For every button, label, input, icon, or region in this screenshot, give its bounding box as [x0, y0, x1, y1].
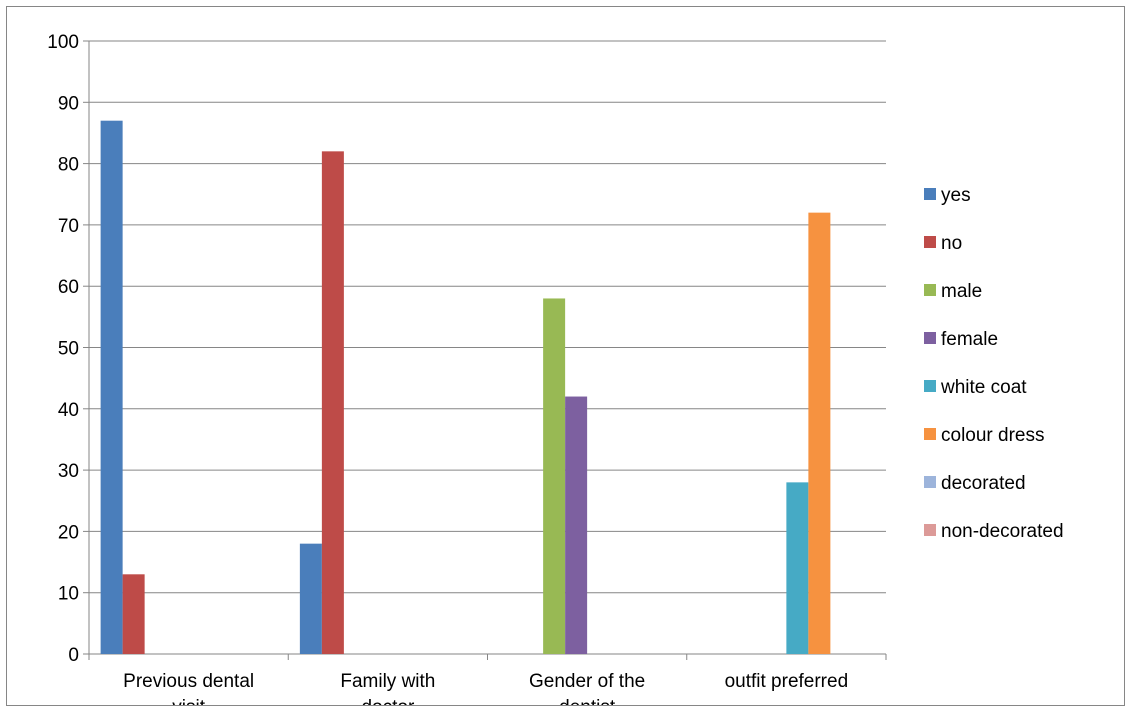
legend-label: female [941, 329, 998, 350]
legend-label: male [941, 281, 982, 302]
bar-chart: 0 10 20 30 40 50 60 70 80 90 100 Previous dentalvis… [47, 32, 1064, 705]
chart-frame: 0 10 20 30 40 50 60 70 80 90 100 Previous dentalvis… [6, 6, 1125, 706]
y-tick-label: 50 [58, 339, 79, 360]
legend-label: decorated [941, 473, 1026, 494]
bar-colour-dress [808, 212, 831, 654]
legend-swatch [924, 284, 936, 296]
legend-swatch [924, 476, 936, 488]
axes [83, 40, 887, 660]
legend-label: no [941, 233, 962, 254]
y-tick-label: 60 [58, 277, 79, 298]
x-category-label: Family withdoctor [340, 671, 435, 705]
labels: 0 10 20 30 40 50 60 70 80 90 100 Previous dentalvis… [47, 32, 848, 705]
legend-swatch [924, 236, 936, 248]
gridlines [89, 40, 886, 594]
y-tick-label: 80 [58, 155, 79, 176]
bar-female [565, 396, 588, 654]
legend-swatch [924, 428, 936, 440]
y-tick-label: 70 [58, 216, 79, 237]
bar-no [321, 151, 344, 654]
y-tick-label: 10 [58, 584, 79, 605]
x-category-label: outfit preferred [725, 671, 849, 692]
y-tick-label: 100 [47, 32, 79, 53]
legend-label: yes [941, 185, 971, 206]
y-tick-label: 20 [58, 522, 79, 543]
legend-swatch [924, 380, 936, 392]
bar-yes [299, 543, 322, 654]
legend-label: white coat [940, 377, 1027, 398]
legend-label: colour dress [941, 425, 1045, 446]
legend-swatch [924, 524, 936, 536]
bar-white-coat [786, 482, 809, 654]
legend-label: non-decorated [941, 521, 1064, 542]
bars [100, 120, 831, 654]
y-tick-label: 40 [58, 400, 79, 421]
legend-swatch [924, 188, 936, 200]
y-tick-label: 90 [58, 93, 79, 114]
bar-yes [100, 120, 123, 654]
y-tick-label: 0 [68, 645, 79, 666]
x-category-label: Previous dentalvisit [123, 671, 254, 705]
legend: yes no male female white coat colour dress dec… [924, 185, 1064, 542]
y-tick-label: 30 [58, 461, 79, 482]
bar-no [122, 574, 145, 654]
x-category-label: Gender of thedentist [529, 671, 645, 705]
bar-male [543, 298, 566, 654]
legend-swatch [924, 332, 936, 344]
